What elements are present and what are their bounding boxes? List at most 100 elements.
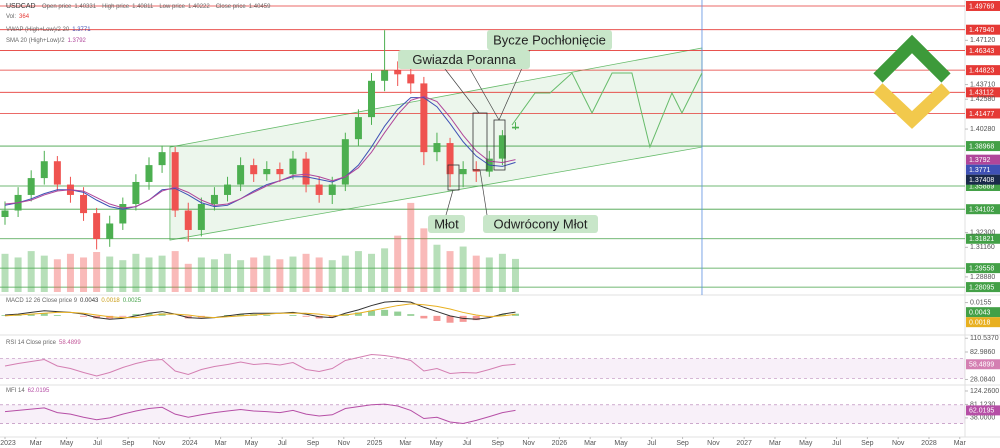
level-label: 1.38968 xyxy=(969,143,994,150)
open-label: Open price xyxy=(42,4,72,10)
level-label: 1.41477 xyxy=(969,111,994,118)
volume-bar xyxy=(485,257,493,292)
volume-bar xyxy=(289,256,297,292)
volume-bar xyxy=(119,260,127,292)
candle-body xyxy=(184,210,192,230)
candle-body xyxy=(53,161,61,185)
rsi-line xyxy=(4,353,516,377)
y-tick-label: 1.47120 xyxy=(970,37,995,44)
macd-hist-bar xyxy=(381,309,389,316)
macd-hist-bar xyxy=(27,314,35,316)
level-tag xyxy=(966,108,1000,119)
level-tag xyxy=(966,87,1000,98)
volume-bar xyxy=(93,252,101,292)
pattern-box xyxy=(447,164,460,191)
macd-hist-bar xyxy=(433,315,441,321)
candle-body xyxy=(237,165,245,185)
volume-label: Vol: xyxy=(6,14,16,20)
level-tag xyxy=(966,233,1000,244)
y-tick-label: 1.32300 xyxy=(970,229,995,236)
candle-body xyxy=(171,152,179,211)
volume-bar xyxy=(511,258,519,292)
volume-bar xyxy=(263,255,271,292)
vwap-header: VWAP (High+Low)/2 20 1.3771 xyxy=(6,27,91,33)
volume-bar xyxy=(368,253,376,292)
volume-bar xyxy=(132,253,140,292)
x-tick-label: 2023 xyxy=(0,440,16,447)
macd-hist-bar xyxy=(53,315,61,316)
volume-bar xyxy=(394,235,402,292)
annotation-label: Młot xyxy=(434,216,459,231)
mfi-tag-label: 62.0195 xyxy=(969,408,994,415)
pattern-box xyxy=(493,119,506,171)
y-tick-label: 82.9860 xyxy=(970,349,995,356)
level-tag xyxy=(966,282,1000,293)
price-tag xyxy=(966,154,1000,165)
macd-tag xyxy=(966,307,1000,318)
y-tick-label: 1.31160 xyxy=(970,244,995,251)
x-tick-label: Sep xyxy=(492,440,505,447)
macd-hist-bar xyxy=(420,315,428,319)
forecast-line xyxy=(511,72,703,149)
x-tick-label: 2024 xyxy=(182,440,198,447)
annotation-box xyxy=(483,215,598,233)
volume-bar xyxy=(27,251,35,292)
x-tick-label: Nov xyxy=(153,440,166,447)
candle-body xyxy=(446,143,454,175)
volume-bar xyxy=(1,253,9,292)
low-label: Low price xyxy=(159,4,185,10)
x-tick-label: May xyxy=(60,440,74,447)
candle-body xyxy=(289,158,297,175)
y-tick-label: 1.28880 xyxy=(970,274,995,281)
x-tick-label: 2028 xyxy=(921,440,937,447)
candle-body xyxy=(302,158,310,185)
candle-body xyxy=(224,184,232,195)
sma-line xyxy=(4,95,516,209)
band xyxy=(0,358,965,379)
high-value: 1.40811 xyxy=(132,4,154,10)
x-tick-label: Sep xyxy=(861,440,874,447)
macd-label: MACD 12 26 Close price 9 xyxy=(6,298,78,304)
macd-hist-bar xyxy=(263,315,271,316)
x-tick-label: May xyxy=(614,440,628,447)
annotation-box xyxy=(428,215,465,233)
x-tick-label: Sep xyxy=(122,440,135,447)
annotation-box xyxy=(398,50,530,69)
candle-body xyxy=(210,194,218,205)
volume-bar xyxy=(14,257,22,292)
level-label: 1.43112 xyxy=(969,90,994,97)
logo xyxy=(873,34,951,129)
volume-bar xyxy=(158,255,166,292)
macd-hist-bar xyxy=(40,313,48,316)
volume-bar xyxy=(210,259,218,292)
candle-body xyxy=(197,204,205,230)
annotation-connector xyxy=(445,189,454,216)
close-value: 1.40459 xyxy=(249,4,271,10)
rsi-value: 58.4899 xyxy=(59,340,81,346)
volume-bar xyxy=(237,260,245,292)
y-tick-label: 110.5370 xyxy=(970,335,999,342)
candle-body xyxy=(511,126,519,129)
vwap-value: 1.3771 xyxy=(72,27,91,33)
rsi-tag-label: 58.4899 xyxy=(969,362,994,369)
y-tick-label: 38.0000 xyxy=(970,415,995,422)
sma-header: SMA 20 (High+Low)/2 1.3792 xyxy=(6,38,87,44)
x-tick-label: Sep xyxy=(676,440,689,447)
logo-green xyxy=(873,34,951,83)
annotation-label: Gwiazda Poranna xyxy=(412,52,516,67)
level-tag xyxy=(966,263,1000,274)
volume-bar xyxy=(407,202,415,292)
annotation-connector xyxy=(469,68,500,121)
y-tick-label: 0.0155 xyxy=(970,299,992,306)
candle-body xyxy=(354,117,362,140)
volume-bar xyxy=(354,251,362,292)
macd-hist-bar xyxy=(132,314,140,316)
x-tick-label: Jul xyxy=(832,440,841,447)
y-tick-label: 1.40280 xyxy=(970,126,995,133)
candle-body xyxy=(1,210,9,217)
volume-bar xyxy=(302,253,310,292)
level-tag xyxy=(966,45,1000,56)
logo-yellow xyxy=(873,83,951,129)
candle-body xyxy=(80,194,88,214)
